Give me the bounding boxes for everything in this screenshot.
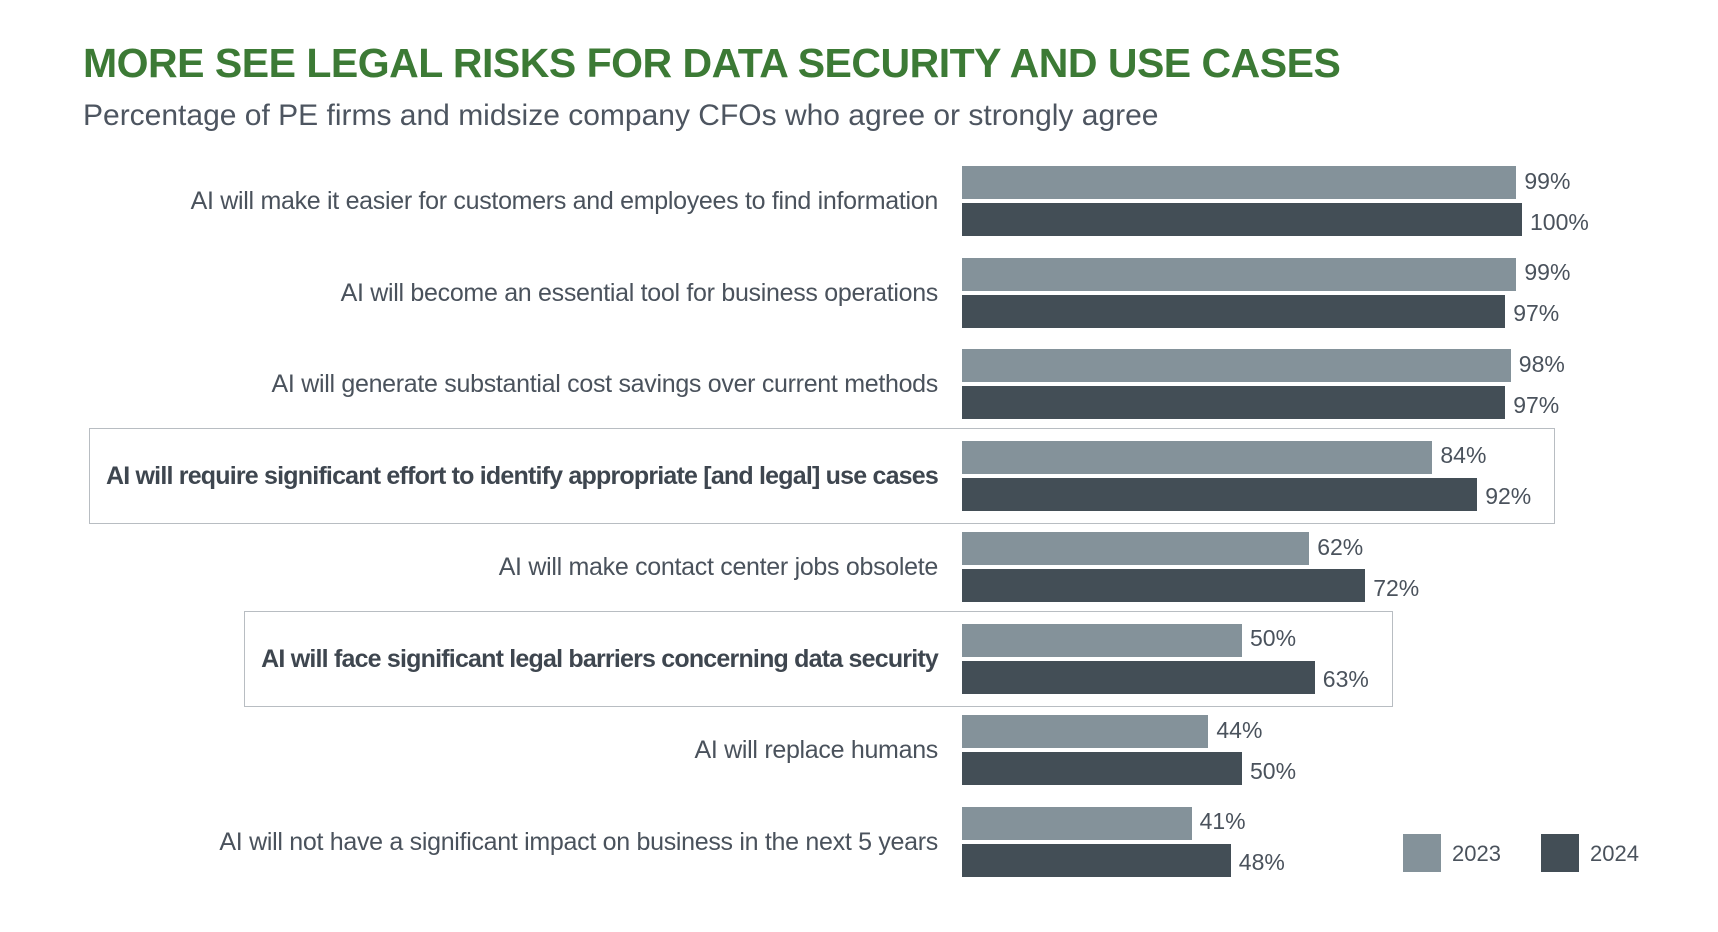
bar-2024 [962,660,1315,694]
value-label: 99% [1524,259,1571,285]
bar-2023 [962,440,1433,474]
legend-swatch-2024 [1541,834,1579,872]
bar-2024 [962,294,1506,328]
value-label: 50% [1250,625,1297,651]
bar-2024 [962,752,1242,785]
value-label: 84% [1440,442,1487,468]
value-label: 98% [1518,350,1565,377]
bar-2024 [962,477,1478,511]
legend-swatch-2023 [1403,834,1441,872]
category-label: AI will not have a significant impact on… [219,827,938,856]
highlight-box [244,610,1393,707]
chart-title: MORE SEE LEGAL RISKS FOR DATA SECURITY A… [83,40,1341,86]
value-label: 97% [1513,300,1560,326]
bar-2023 [962,715,1209,748]
highlight-box [88,427,1556,524]
bar-2024 [962,843,1231,877]
bar-2024 [962,203,1522,236]
category-label: AI will face significant legal barriers … [261,644,939,673]
category-label: AI will replace humans [694,736,938,764]
value-label: 48% [1238,849,1285,875]
value-label: 41% [1199,808,1246,834]
category-label: AI will generate substantial cost saving… [271,370,939,398]
value-label: 99% [1524,167,1571,194]
value-label: 62% [1317,533,1364,560]
bar-2024 [962,569,1366,602]
value-label: 92% [1485,483,1532,509]
bar-2023 [962,623,1242,657]
bar-2023 [962,349,1511,382]
value-label: 100% [1530,208,1589,235]
value-label: 50% [1250,757,1297,784]
value-label: 97% [1513,391,1560,418]
category-label: AI will make it easier for customers and… [190,187,939,215]
bar-2023 [962,806,1192,840]
category-label: AI will become an essential tool for bus… [340,278,939,307]
chart-subtitle: Percentage of PE firms and midsize compa… [83,99,1159,132]
value-label: 63% [1322,666,1369,692]
bar-2024 [962,386,1506,419]
value-label: 72% [1373,574,1420,601]
category-label: AI will make contact center jobs obsolet… [498,553,939,581]
category-label: AI will require significant effort to id… [105,461,939,490]
bar-2023 [962,166,1517,199]
value-label: 44% [1216,716,1263,743]
bar-2023 [962,257,1517,291]
legend-label-2023: 2023 [1452,841,1501,866]
bar-2023 [962,532,1310,565]
legend-label-2024: 2024 [1590,841,1639,866]
